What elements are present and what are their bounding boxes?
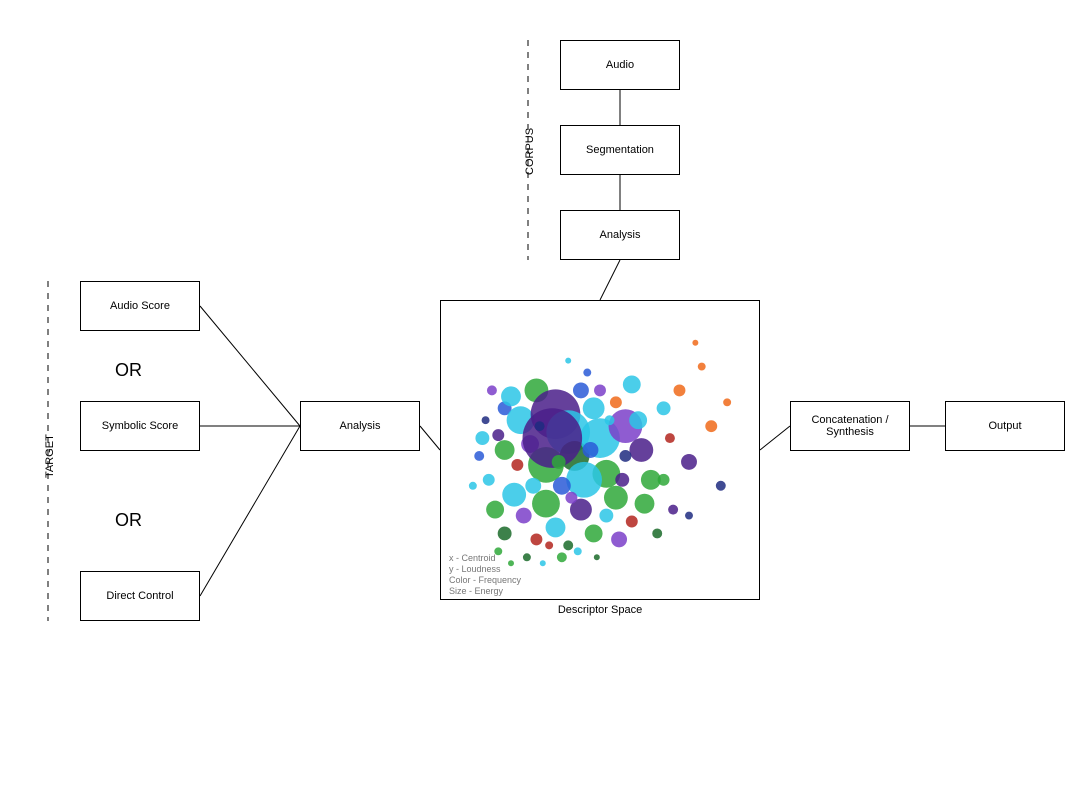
node-segmentation: Segmentation bbox=[560, 125, 680, 175]
node-label: Audio Score bbox=[110, 300, 170, 312]
node-analysis-target: Analysis bbox=[300, 401, 420, 451]
node-label: Audio bbox=[606, 59, 634, 71]
node-concatenation: Concatenation / Synthesis bbox=[790, 401, 910, 451]
node-label: Analysis bbox=[340, 420, 381, 432]
node-analysis-corpus: Analysis bbox=[560, 210, 680, 260]
node-label: Analysis bbox=[600, 229, 641, 241]
node-label: Output bbox=[988, 420, 1021, 432]
node-output: Output bbox=[945, 401, 1065, 451]
node-label: Symbolic Score bbox=[102, 420, 178, 432]
node-symbolic-score: Symbolic Score bbox=[80, 401, 200, 451]
node-direct-control: Direct Control bbox=[80, 571, 200, 621]
descriptor-space-caption: Descriptor Space bbox=[440, 604, 760, 616]
node-label: Concatenation / Synthesis bbox=[795, 414, 905, 438]
scatter-legend: x - Centroid y - Loudness Color - Freque… bbox=[449, 553, 521, 597]
node-label: Direct Control bbox=[106, 590, 173, 602]
node-audio: Audio bbox=[560, 40, 680, 90]
or-label: OR bbox=[115, 360, 142, 381]
corpus-label: CORPUS bbox=[524, 128, 536, 175]
descriptor-space: x - Centroid y - Loudness Color - Freque… bbox=[440, 300, 760, 600]
node-audio-score: Audio Score bbox=[80, 281, 200, 331]
node-label: Segmentation bbox=[586, 144, 654, 156]
or-label: OR bbox=[115, 510, 142, 531]
